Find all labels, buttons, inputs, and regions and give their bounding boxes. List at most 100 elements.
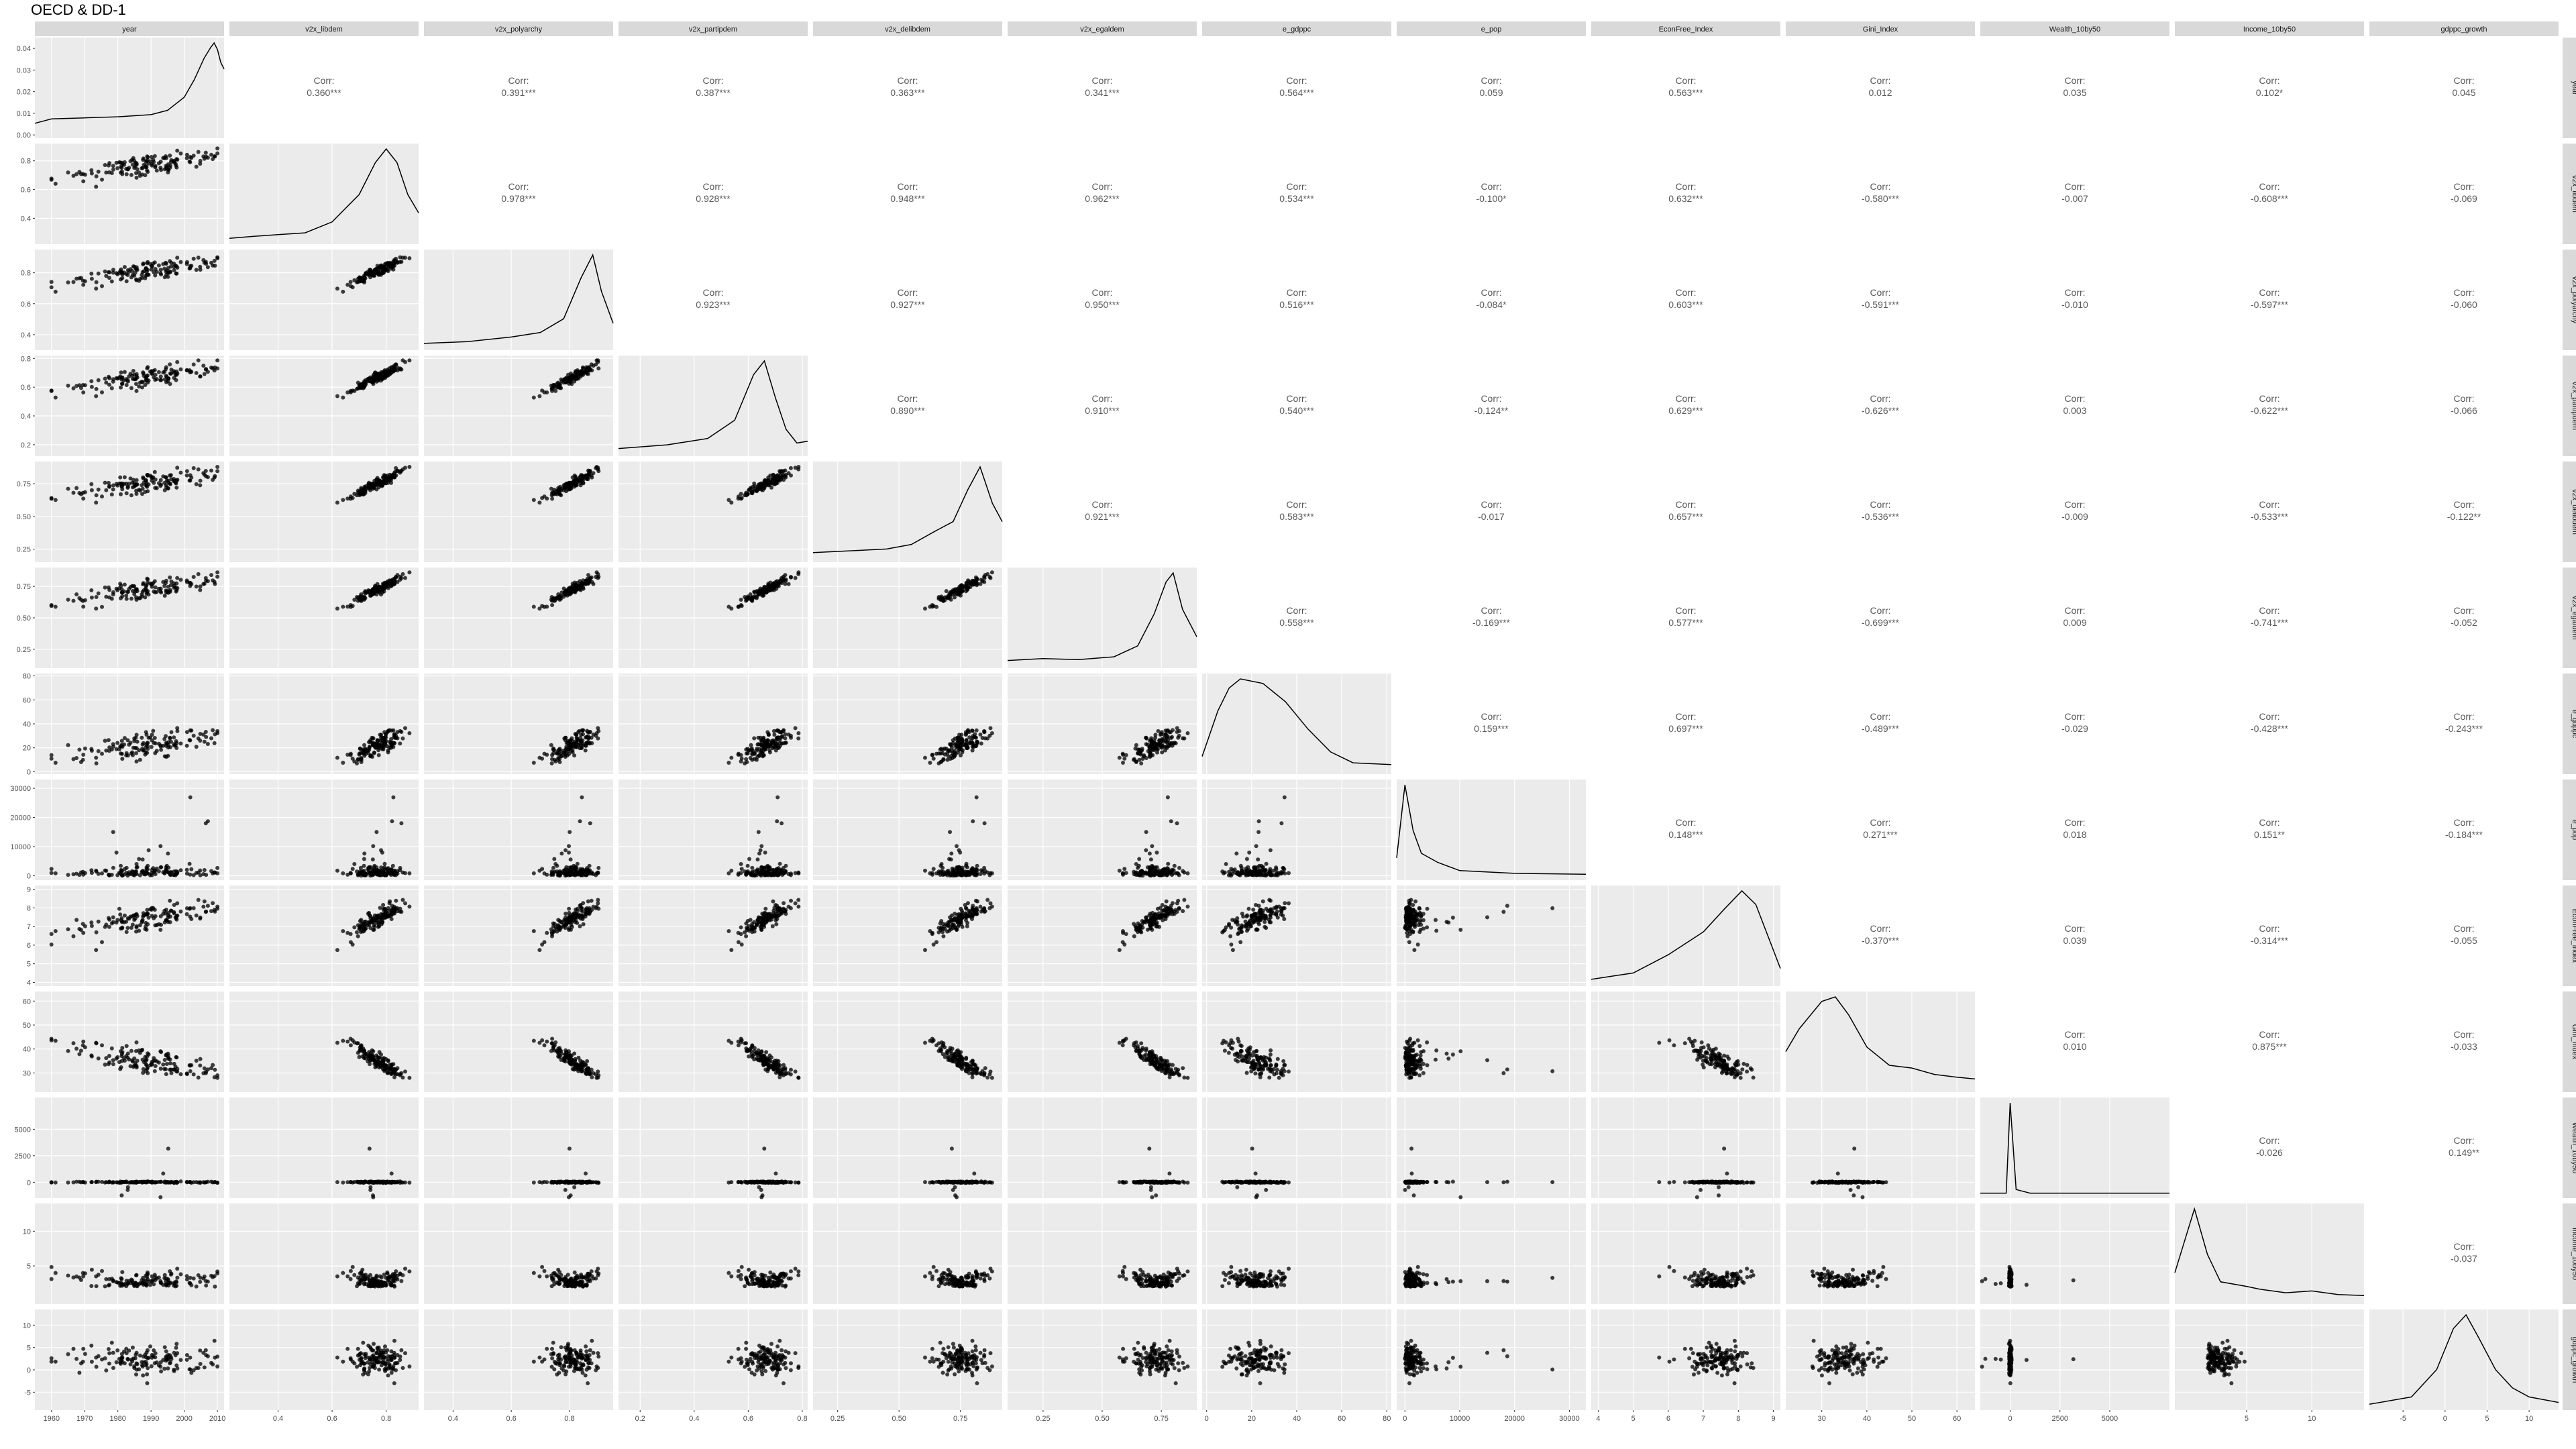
scatter-point [137,170,142,175]
corr-value: 0.360*** [307,87,341,98]
scatter-point [135,167,140,172]
corr-value: -0.533*** [2251,511,2289,522]
scatter-point [776,735,781,740]
scatter-point [140,166,145,170]
scatter-point [184,368,189,372]
corr-value: 0.558*** [1279,617,1314,628]
scatter-point [150,873,154,877]
scatter-point [130,589,135,593]
scatter-point [89,379,94,384]
scatter-point [134,161,139,166]
scatter-point [158,374,163,379]
scatter-point [184,156,189,160]
corr-value: -0.066 [2451,405,2477,416]
scatter-point [184,469,189,474]
scatter-point [551,924,555,928]
scatter-point [215,358,220,363]
scatter-point [355,761,359,765]
scatter-point [387,478,392,483]
scatter-point [407,358,412,363]
scatter-point [127,916,131,921]
scatter-point [372,485,376,490]
scatter-point [168,473,172,478]
scatter-point [388,899,392,904]
scatter-point [1268,848,1273,853]
scatter-point [596,729,601,733]
scatter-point [1182,736,1187,741]
scatter-point [749,598,754,602]
scatter-point [964,589,968,594]
scatter-point [168,920,172,924]
scatter-point [1175,821,1179,826]
row-strip-label: v2x_egaldem [2571,596,2576,639]
scatter-point [122,370,127,374]
scatter-point [941,757,946,761]
corr-label: Corr: [1091,393,1112,404]
corr-value: -0.060 [2451,299,2477,310]
scatter-point [118,374,123,379]
scatter-point [1122,756,1127,761]
scatter-point [202,899,207,904]
scatter-point [164,867,168,872]
scatter-point [49,280,54,284]
panel-background [619,356,808,456]
corr-label: Corr: [1481,499,1501,510]
scatter-point [335,606,339,611]
scatter-point [739,496,744,500]
scatter-point [950,756,955,760]
scatter-point [793,466,798,470]
scatter-point [144,374,149,378]
scatter-point [566,487,570,492]
panel-background [35,356,224,456]
scatter-point [1150,863,1155,868]
scatter-point [398,729,402,733]
scatter-point [66,383,70,388]
scatter-point [1117,755,1122,760]
corr-value: 0.035 [2063,87,2086,98]
scatter-point [727,498,731,502]
scatter-point [1163,870,1168,875]
scatter-point [149,474,154,479]
scatter-point [566,919,570,924]
scatter-point [581,586,586,591]
scatter-point [137,488,142,492]
scatter-point [759,487,763,492]
corr-label: Corr: [2259,181,2279,192]
scatter-point [146,592,151,597]
scatter-point [194,164,199,169]
scatter-point [584,735,589,740]
scatter-point [1250,870,1255,875]
scatter-point [407,904,412,909]
scatter-point [164,478,169,483]
scatter-point [172,268,176,272]
scatter-point [578,579,582,584]
column-strip [229,21,419,36]
scatter-point [384,369,388,374]
corr-label: Corr: [1286,181,1307,192]
scatter-point [379,263,384,268]
corr-value: 0.564*** [1279,87,1314,98]
scatter-point [74,276,79,281]
scatter-point [1182,870,1187,875]
scatter-point [580,738,585,743]
scatter-point [144,912,149,917]
scatter-point [736,494,741,499]
scatter-point [763,906,768,911]
scatter-point [399,821,404,826]
scatter-point [49,871,54,875]
scatter-point [550,757,554,761]
scatter-point [559,379,564,384]
scatter-point [178,260,183,264]
scatter-point [134,388,139,393]
corr-label: Corr: [508,75,529,86]
column-strip-label: v2x_libdem [305,25,343,34]
scatter-point [134,733,139,737]
scatter-point [191,873,196,877]
scatter-point [556,384,561,388]
scatter-point [122,475,127,480]
scatter-point [348,940,353,945]
scatter-point [49,943,54,947]
scatter-point [581,365,585,370]
scatter-point [555,863,559,868]
scatter-point [96,271,101,276]
